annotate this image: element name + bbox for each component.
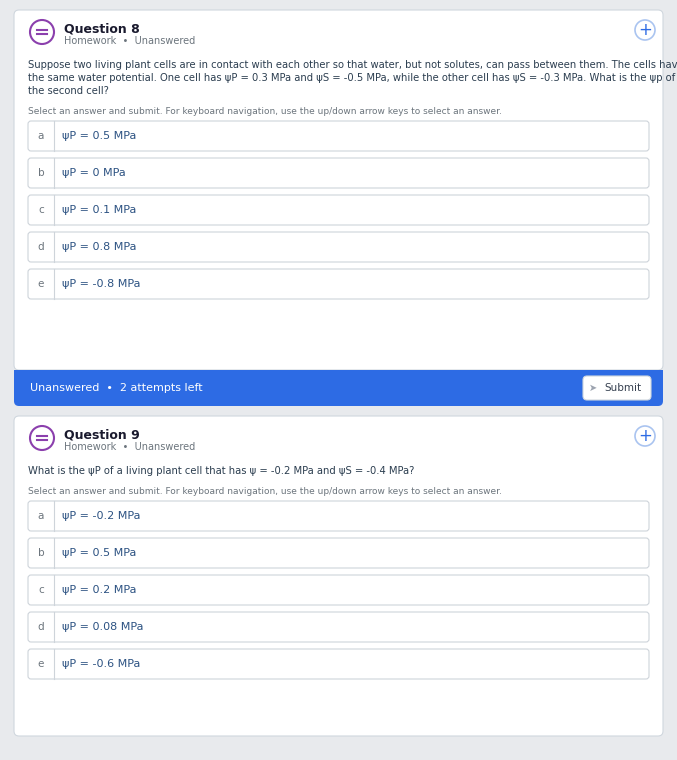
Text: ψP = 0.5 MPa: ψP = 0.5 MPa: [62, 548, 136, 558]
Text: ψP = -0.8 MPa: ψP = -0.8 MPa: [62, 279, 141, 289]
FancyBboxPatch shape: [14, 416, 663, 736]
Text: ψP = 0 MPa: ψP = 0 MPa: [62, 168, 126, 178]
Text: c: c: [38, 585, 44, 595]
FancyBboxPatch shape: [28, 649, 649, 679]
Text: ψP = 0.2 MPa: ψP = 0.2 MPa: [62, 585, 137, 595]
FancyBboxPatch shape: [28, 195, 649, 225]
FancyBboxPatch shape: [28, 501, 649, 531]
Text: ➤: ➤: [589, 383, 597, 393]
Text: Select an answer and submit. For keyboard navigation, use the up/down arrow keys: Select an answer and submit. For keyboar…: [28, 107, 502, 116]
FancyBboxPatch shape: [28, 612, 649, 642]
Text: Suppose two living plant cells are in contact with each other so that water, but: Suppose two living plant cells are in co…: [28, 60, 677, 70]
Text: Homework  •  Unanswered: Homework • Unanswered: [64, 36, 195, 46]
Circle shape: [635, 426, 655, 446]
Text: e: e: [38, 659, 44, 669]
Text: Question 8: Question 8: [64, 23, 139, 36]
FancyBboxPatch shape: [28, 269, 649, 299]
Text: Select an answer and submit. For keyboard navigation, use the up/down arrow keys: Select an answer and submit. For keyboar…: [28, 487, 502, 496]
Text: ψP = 0.8 MPa: ψP = 0.8 MPa: [62, 242, 137, 252]
Text: c: c: [38, 205, 44, 215]
Text: ψP = 0.5 MPa: ψP = 0.5 MPa: [62, 131, 136, 141]
Text: Submit: Submit: [605, 383, 642, 393]
Text: the second cell?: the second cell?: [28, 86, 109, 96]
Text: ψP = 0.1 MPa: ψP = 0.1 MPa: [62, 205, 136, 215]
Text: a: a: [38, 511, 44, 521]
Text: ψP = -0.6 MPa: ψP = -0.6 MPa: [62, 659, 140, 669]
FancyBboxPatch shape: [14, 370, 663, 406]
Text: d: d: [38, 242, 44, 252]
Text: ψP = -0.2 MPa: ψP = -0.2 MPa: [62, 511, 141, 521]
Bar: [14, 370, 663, 388]
Text: Unanswered  •  2 attempts left: Unanswered • 2 attempts left: [30, 383, 202, 393]
Text: What is the ψP of a living plant cell that has ψ = -0.2 MPa and ψS = -0.4 MPa?: What is the ψP of a living plant cell th…: [28, 466, 414, 476]
FancyBboxPatch shape: [28, 158, 649, 188]
Text: +: +: [638, 427, 652, 445]
Circle shape: [635, 20, 655, 40]
Text: a: a: [38, 131, 44, 141]
FancyBboxPatch shape: [28, 232, 649, 262]
Text: b: b: [38, 548, 44, 558]
Text: the same water potential. One cell has ψP = 0.3 MPa and ψS = -0.5 MPa, while the: the same water potential. One cell has ψ…: [28, 73, 675, 83]
FancyBboxPatch shape: [583, 376, 651, 400]
Circle shape: [30, 20, 54, 44]
Text: d: d: [38, 622, 44, 632]
Text: ψP = 0.08 MPa: ψP = 0.08 MPa: [62, 622, 144, 632]
Text: Question 9: Question 9: [64, 429, 139, 442]
FancyBboxPatch shape: [28, 575, 649, 605]
Text: +: +: [638, 21, 652, 39]
Circle shape: [30, 426, 54, 450]
Text: e: e: [38, 279, 44, 289]
Text: Homework  •  Unanswered: Homework • Unanswered: [64, 442, 195, 452]
FancyBboxPatch shape: [28, 538, 649, 568]
FancyBboxPatch shape: [28, 121, 649, 151]
Text: b: b: [38, 168, 44, 178]
FancyBboxPatch shape: [14, 10, 663, 370]
